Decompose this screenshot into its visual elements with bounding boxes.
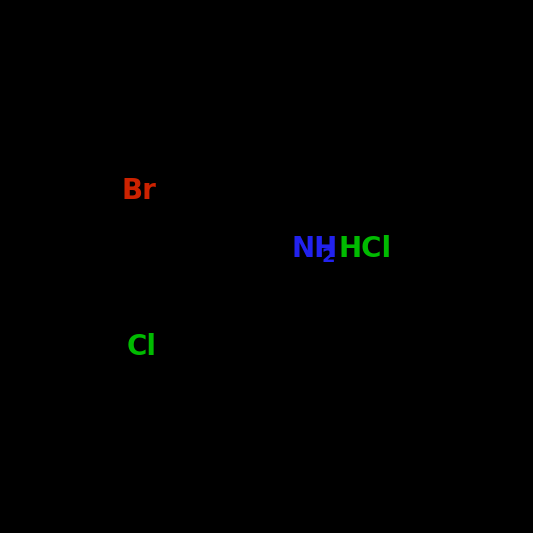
Text: Br: Br <box>122 177 156 205</box>
Text: NH: NH <box>292 235 338 263</box>
Text: HCl: HCl <box>338 235 392 263</box>
Text: 2: 2 <box>321 247 335 265</box>
Text: Cl: Cl <box>126 333 156 361</box>
